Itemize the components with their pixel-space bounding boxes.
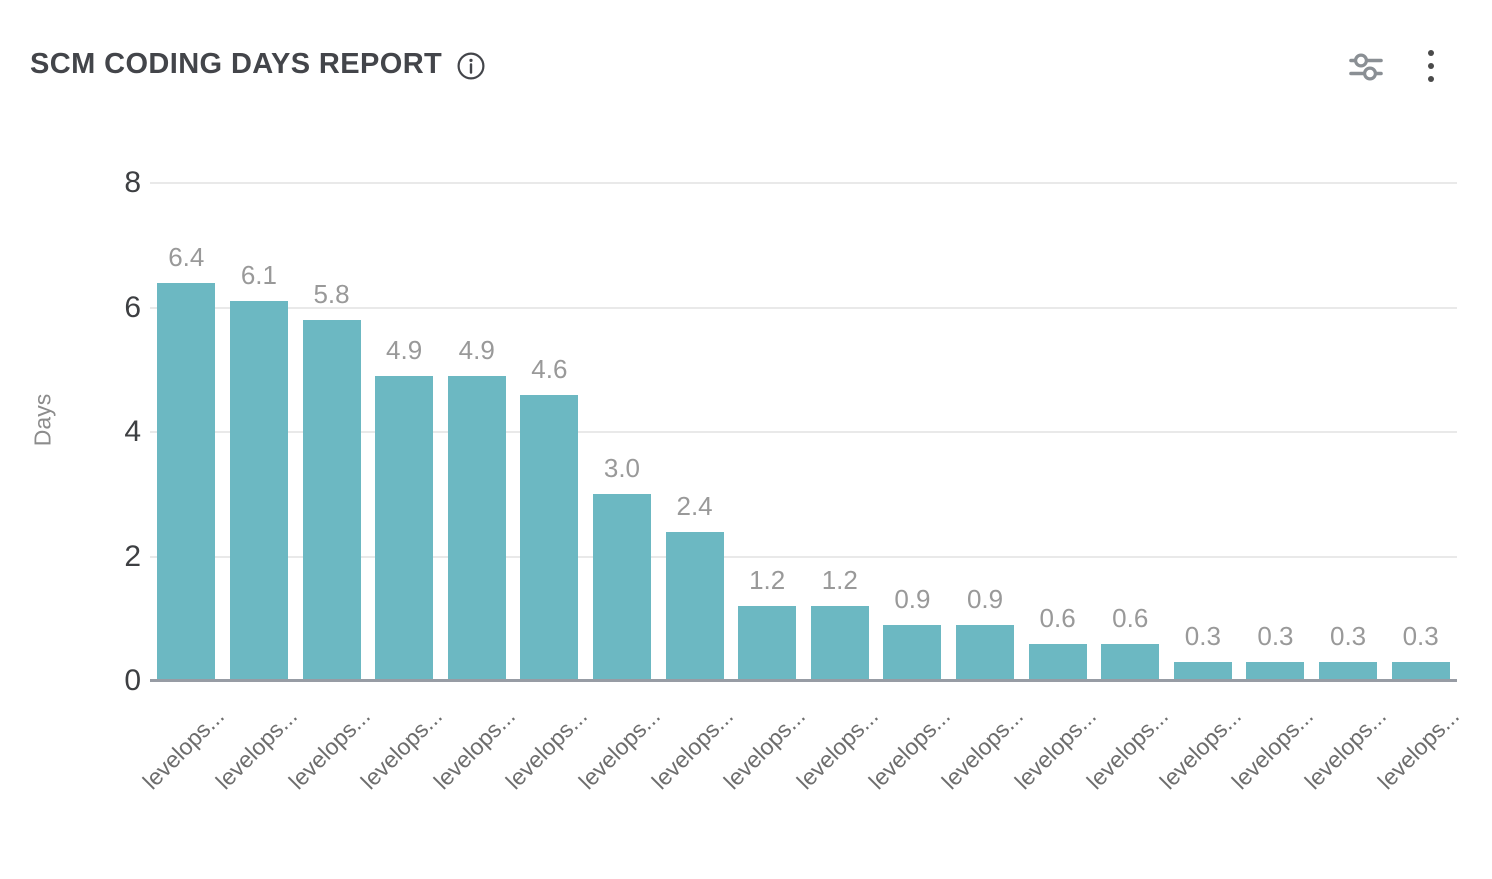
bar-value-label: 3.0 — [586, 453, 659, 484]
y-tick-label: 6 — [0, 289, 141, 327]
bar[interactable] — [666, 532, 724, 681]
bar-value-label: 0.3 — [1239, 621, 1312, 652]
bar[interactable] — [811, 606, 869, 681]
bar-value-label: 5.8 — [295, 279, 368, 310]
bar-value-label: 0.6 — [1094, 603, 1167, 634]
scm-coding-days-widget: SCM CODING DAYS REPORT — [0, 0, 1492, 858]
bar[interactable] — [520, 395, 578, 681]
gridline — [150, 182, 1457, 184]
bar-value-label: 4.9 — [440, 335, 513, 366]
bar[interactable] — [448, 376, 506, 681]
bar[interactable] — [1101, 644, 1159, 681]
bar[interactable] — [883, 625, 941, 681]
y-tick-label: 8 — [0, 164, 141, 202]
y-tick-label: 0 — [0, 662, 141, 700]
bar-value-label: 2.4 — [658, 491, 731, 522]
bar[interactable] — [375, 376, 433, 681]
y-tick-label: 2 — [0, 538, 141, 576]
bar-value-label: 4.9 — [368, 335, 441, 366]
bar-value-label: 0.9 — [949, 584, 1022, 615]
bar[interactable] — [157, 283, 215, 681]
x-axis-line — [150, 679, 1457, 682]
bar[interactable] — [303, 320, 361, 681]
bar[interactable] — [738, 606, 796, 681]
bar-value-label: 0.3 — [1312, 621, 1385, 652]
bar-value-label: 0.3 — [1167, 621, 1240, 652]
bar[interactable] — [230, 301, 288, 681]
bar-value-label: 6.4 — [150, 242, 223, 273]
bar-value-label: 1.2 — [804, 565, 877, 596]
y-tick-label: 4 — [0, 413, 141, 451]
bar-value-label: 0.9 — [876, 584, 949, 615]
bar-value-label: 0.6 — [1021, 603, 1094, 634]
bar[interactable] — [1029, 644, 1087, 681]
bar-value-label: 0.3 — [1384, 621, 1457, 652]
bar[interactable] — [956, 625, 1014, 681]
bar-value-label: 1.2 — [731, 565, 804, 596]
bar-value-label: 4.6 — [513, 354, 586, 385]
bar-value-label: 6.1 — [223, 260, 296, 291]
bar[interactable] — [593, 494, 651, 681]
